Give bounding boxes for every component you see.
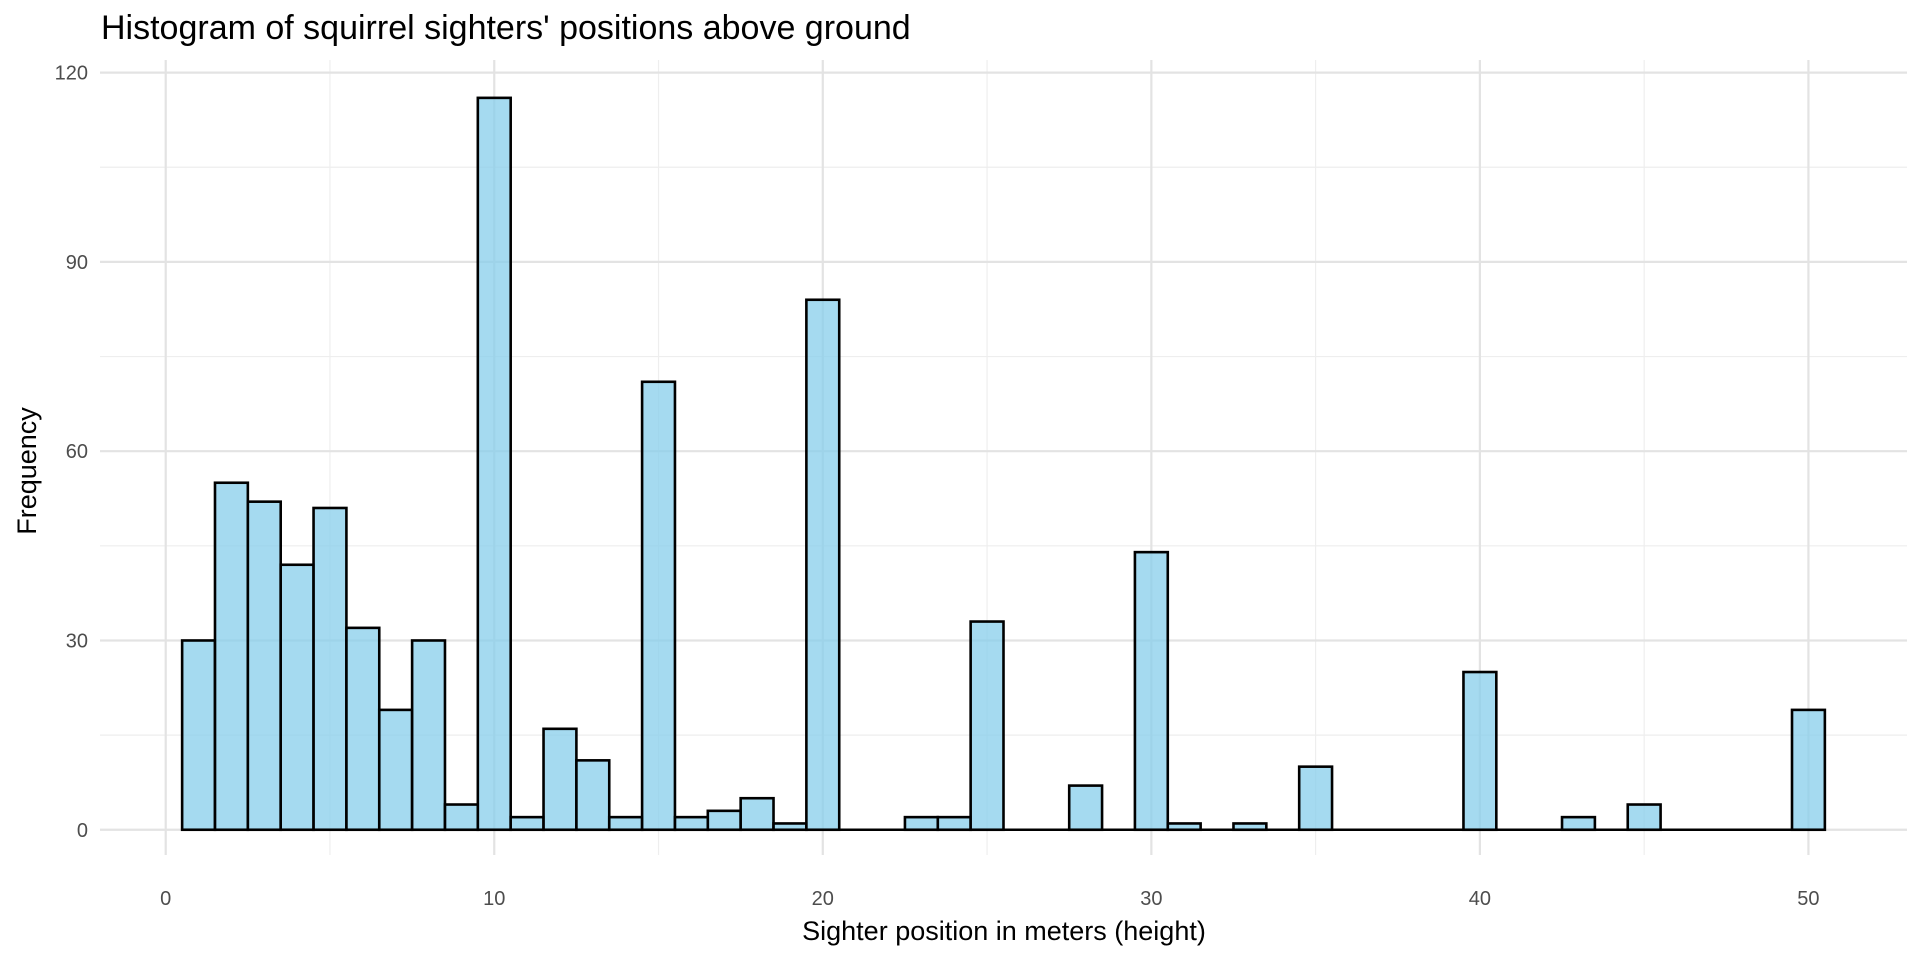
histogram-bar <box>377 708 414 832</box>
histogram-bar <box>410 639 447 832</box>
histogram-bar <box>575 759 611 832</box>
histogram-bar <box>279 563 315 832</box>
y-tick-label: 0 <box>77 820 88 842</box>
histogram-bar <box>1462 670 1498 832</box>
histogram-bar <box>640 380 677 832</box>
histogram-bar <box>607 815 644 832</box>
x-tick-label: 10 <box>483 888 505 910</box>
histogram-bar <box>903 815 940 832</box>
x-axis-ticks: 0 10 20 30 40 50 <box>160 888 1819 910</box>
y-tick-label: 60 <box>66 441 88 463</box>
histogram-bar <box>1626 803 1662 832</box>
histogram-bar <box>312 506 348 832</box>
histogram-bar <box>509 815 545 832</box>
chart-title: Histogram of squirrel sighters' position… <box>101 9 911 47</box>
histogram-bar <box>345 626 381 832</box>
histogram-bar <box>542 727 578 832</box>
histogram-bar <box>1297 765 1334 832</box>
y-tick-label: 90 <box>66 252 88 274</box>
histogram-bar <box>1560 815 1597 832</box>
histogram-bar <box>706 809 742 832</box>
histogram-bar <box>936 815 972 832</box>
histogram-bar <box>1067 784 1104 832</box>
x-axis-label: Sighter position in meters (height) <box>802 916 1206 946</box>
histogram-bar <box>673 815 710 832</box>
histogram-bar <box>969 620 1005 832</box>
x-tick-label: 50 <box>1797 888 1819 910</box>
y-axis-label: Frequency <box>12 407 42 535</box>
y-tick-label: 120 <box>55 63 88 85</box>
histogram-bar <box>443 803 480 832</box>
histogram-bar <box>246 500 283 832</box>
histogram-bar <box>739 796 775 832</box>
histogram-bar <box>1790 708 1827 832</box>
histogram-bar <box>180 639 217 832</box>
histogram-bar <box>213 481 250 832</box>
histogram-bar <box>805 298 841 832</box>
x-tick-label: 40 <box>1469 888 1491 910</box>
y-tick-label: 30 <box>66 630 88 652</box>
bars <box>180 96 1827 832</box>
y-axis-ticks: 0 30 60 90 120 <box>55 63 88 842</box>
x-tick-label: 20 <box>812 888 834 910</box>
histogram-bar <box>1133 550 1170 832</box>
x-tick-label: 0 <box>160 888 171 910</box>
histogram-bar <box>476 96 512 832</box>
x-tick-label: 30 <box>1140 888 1162 910</box>
